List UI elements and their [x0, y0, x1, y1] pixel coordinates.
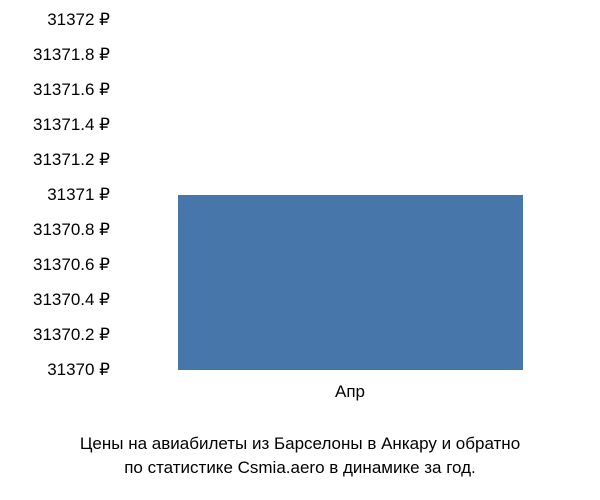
y-tick-label: 31372 ₽	[47, 10, 110, 30]
y-axis: 31372 ₽31371.8 ₽31371.6 ₽31371.4 ₽31371.…	[0, 20, 120, 370]
y-tick-label: 31370.8 ₽	[33, 220, 110, 240]
y-tick-label: 31371.2 ₽	[33, 150, 110, 170]
y-tick-label: 31371.8 ₽	[33, 45, 110, 65]
y-tick-label: 31370.4 ₽	[33, 290, 110, 310]
bar	[178, 195, 523, 370]
chart-container: 31372 ₽ 31371.8 ₽ 31371.6 ₽ 31371.4 ₽ 31371.…	[0, 0, 600, 400]
y-tick-label: 31370.6 ₽	[33, 255, 110, 275]
plot-area: Апр	[120, 20, 580, 370]
y-tick-label: 31371 ₽	[47, 185, 110, 205]
caption-line2: по статистике Csmia.aero в динамике за г…	[124, 458, 476, 477]
chart-caption: Цены на авиабилеты из Барселоны в Анкару…	[0, 432, 600, 480]
y-tick-label: 31371.6 ₽	[33, 80, 110, 100]
y-tick-label: 31371.4 ₽	[33, 115, 110, 135]
x-tick-label: Апр	[335, 382, 365, 402]
y-tick-label: 31370 ₽	[47, 360, 110, 380]
caption-line1: Цены на авиабилеты из Барселоны в Анкару…	[80, 434, 520, 453]
y-tick-label: 31370.2 ₽	[33, 325, 110, 345]
